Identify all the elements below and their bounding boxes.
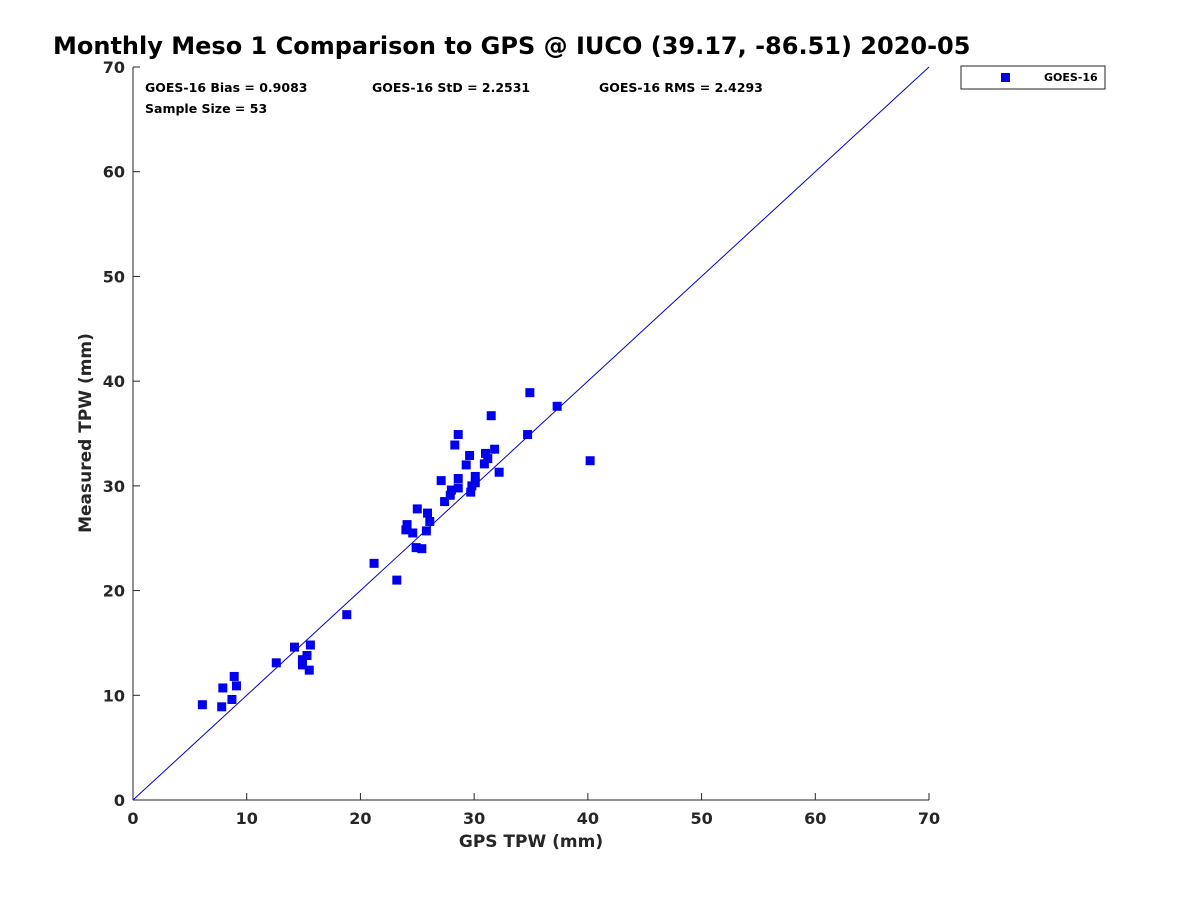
data-point-17 [402,520,412,530]
y-tick-label-3: 30 [103,477,125,496]
data-point-8 [297,660,307,670]
x-tick-label-7: 70 [918,809,940,828]
data-point-21 [417,544,427,554]
data-point-10 [302,650,312,660]
legend-box [960,65,1106,90]
data-point-30 [453,483,463,493]
y-tick-label-1: 10 [103,686,125,705]
data-point-16 [401,525,411,535]
data-point-3 [227,694,237,704]
plot-area: 0 10 20 30 40 50 60 70 0 10 20 30 40 50 60 70 [103,58,940,828]
data-point-6 [271,658,281,668]
y-tick-label-5: 50 [103,267,125,286]
data-point-27 [445,490,455,500]
data-point-42 [486,411,496,421]
data-point-40 [481,448,491,458]
data-point-37 [470,478,480,488]
data-point-4 [229,671,239,681]
x-tick-label-5: 50 [690,809,712,828]
data-point-31 [453,474,463,484]
x-tick-label-3: 30 [463,809,485,828]
x-tick-label-1: 10 [236,809,258,828]
data-point-33 [461,460,471,470]
data-point-47 [552,401,562,411]
data-point-19 [411,543,421,553]
data-point-43 [490,444,500,454]
data-point-48 [585,456,595,466]
data-point-0 [197,700,207,710]
data-point-25 [436,476,446,486]
data-point-45 [523,430,533,440]
data-point-12 [305,640,315,650]
y-tick-label-6: 60 [103,163,125,182]
data-point-32 [453,430,463,440]
data-point-29 [450,440,460,450]
data-point-34 [465,450,475,460]
data-point-5 [231,681,241,691]
y-axis-label: Measured TPW (mm) [76,333,96,533]
stat-bias: GOES-16 Bias = 0.9083 [145,80,307,95]
data-point-14 [369,558,379,568]
stat-rms: GOES-16 RMS = 2.4293 [599,80,763,95]
x-tick-label-2: 20 [349,809,371,828]
data-point-20 [412,504,422,514]
legend-marker-goes-16 [1001,73,1010,82]
y-tick-label-7: 70 [103,58,125,77]
data-point-35 [466,487,476,497]
data-point-7 [289,642,299,652]
data-point-18 [408,528,418,538]
data-point-2 [218,683,228,693]
stat-sample-size: Sample Size = 53 [145,101,267,116]
data-point-15 [392,575,402,585]
data-point-44 [494,467,504,477]
x-tick-label-0: 0 [127,809,138,828]
data-point-28 [446,485,456,495]
data-point-24 [425,516,435,526]
x-tick-label-6: 60 [804,809,826,828]
chart-title: Monthly Meso 1 Comparison to GPS @ IUCO … [53,32,970,60]
data-point-11 [304,665,314,675]
data-point-22 [421,526,431,536]
stat-std: GOES-16 StD = 2.2531 [372,80,530,95]
legend: GOES-16 [960,65,1106,90]
legend-label-goes-16: GOES-16 [1044,71,1098,84]
x-tick-label-4: 40 [577,809,599,828]
x-axis-label: GPS TPW (mm) [459,832,603,852]
data-point-1 [217,702,227,712]
data-point-26 [440,497,450,507]
y-tick-label-0: 0 [114,791,125,810]
data-point-9 [297,655,307,665]
y-tick-label-4: 40 [103,372,125,391]
data-point-41 [483,454,493,464]
data-point-23 [423,508,433,518]
data-point-39 [479,459,489,469]
y-tick-label-2: 20 [103,582,125,601]
data-point-46 [525,388,535,398]
data-point-38 [470,471,480,481]
data-point-13 [342,610,352,620]
